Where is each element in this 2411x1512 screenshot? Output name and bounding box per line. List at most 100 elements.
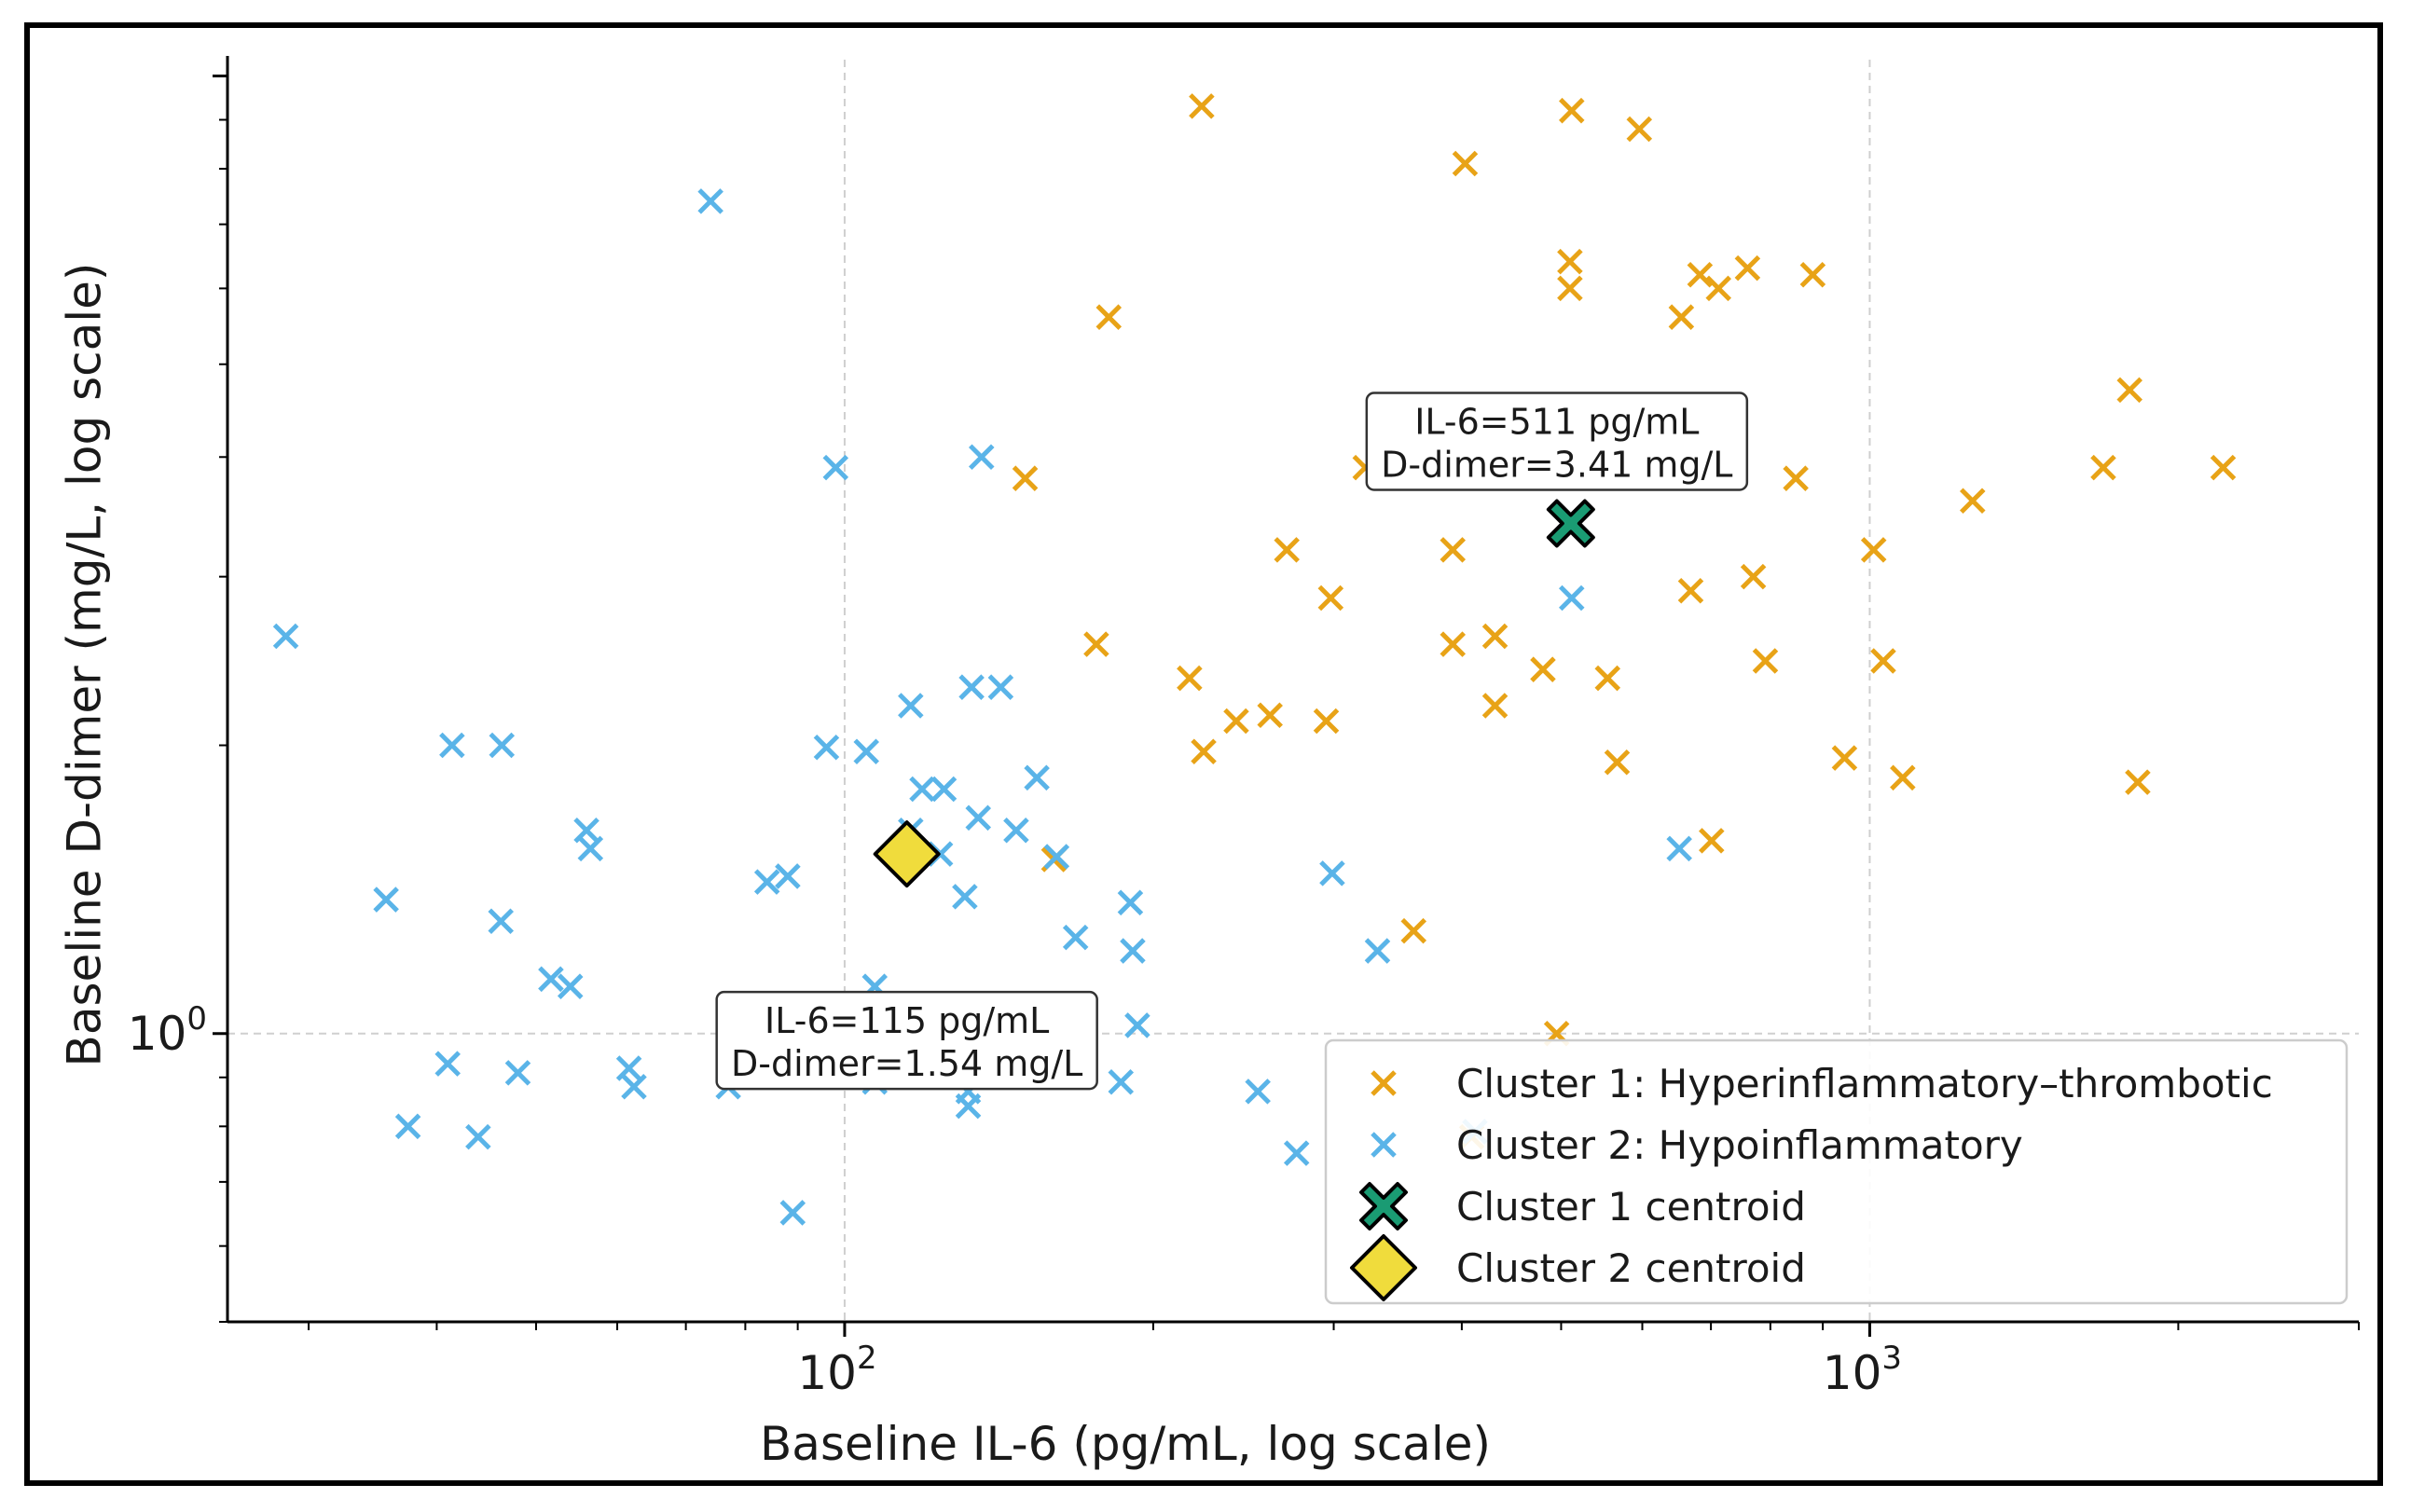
cluster-1-point: [1317, 584, 1344, 612]
cluster-1-point: [1313, 708, 1340, 735]
cluster-1-point: [1481, 623, 1509, 650]
legend-entry: Cluster 1: Hyperinflammatory–thrombotic: [1371, 1061, 2273, 1107]
grid-lines: [227, 60, 2359, 1322]
cluster-2-point: [577, 835, 604, 862]
annotations: IL-6=511 pg/mLD-dimer=3.41 mg/L IL-6=115 …: [715, 392, 1749, 1091]
cluster-2-point: [987, 674, 1014, 700]
cluster-2-point: [898, 693, 924, 719]
cluster-1-point: [1440, 537, 1467, 563]
cluster-2-point: [1283, 1140, 1310, 1166]
cluster-1-point: [1594, 665, 1621, 692]
cluster-1-point: [1083, 631, 1109, 657]
axes: 102 103 100: [128, 56, 2360, 1400]
legend-entry: Cluster 1 centroid: [1359, 1182, 1806, 1230]
cluster-2-point: [434, 1051, 461, 1077]
cluster-2-point: [1024, 764, 1050, 791]
cluster-1-point: [1452, 150, 1479, 177]
cluster-2-point: [373, 887, 399, 913]
legend-entry: Cluster 2 centroid: [1350, 1234, 1806, 1301]
cluster-1-point: [1400, 917, 1427, 944]
cluster-2-point: [615, 1055, 642, 1081]
legend-x-marker: [1371, 1132, 1397, 1158]
legend-label: Cluster 1: Hyperinflammatory–thrombotic: [1456, 1061, 2273, 1107]
cluster-2-point: [1117, 889, 1144, 916]
cluster-1-point: [1831, 745, 1858, 771]
cluster-2-point: [958, 674, 985, 700]
cluster-1-point: [1095, 304, 1123, 330]
cluster-2-point: [1108, 1068, 1135, 1095]
cluster-2-point: [272, 623, 299, 650]
cluster-2-point: [753, 869, 780, 895]
cluster-1-point: [1257, 702, 1283, 729]
annotation-line-2: D-dimer=3.41 mg/L: [1381, 444, 1732, 485]
legend: Cluster 1: Hyperinflammatory–thrombotic C…: [1324, 1038, 2349, 1305]
cluster-1-point: [1177, 665, 1203, 692]
legend-label: Cluster 2 centroid: [1456, 1245, 1806, 1291]
cluster-1-point: [1890, 764, 1916, 791]
cluster-2-point: [504, 1060, 531, 1086]
cluster-2-point: [952, 884, 978, 910]
cluster-2-point: [394, 1113, 421, 1140]
cluster-2-point: [557, 973, 584, 999]
cluster-1-centroid-marker: [1546, 499, 1595, 548]
cluster-2-point: [853, 738, 880, 765]
cluster-2-point: [1120, 938, 1146, 964]
cluster-1-point: [1559, 97, 1585, 124]
cluster-1-point: [1191, 738, 1217, 765]
cluster-1-point: [2116, 377, 2142, 404]
cluster-1-point: [1705, 275, 1731, 302]
cluster-1-point: [2210, 454, 2237, 481]
cluster-1-point: [1223, 708, 1249, 735]
cluster-1-point: [1687, 261, 1714, 288]
cluster-1-point: [1668, 304, 1695, 330]
cluster-2-point: [697, 188, 723, 214]
cluster-1-point: [1481, 693, 1509, 719]
annotation-line-1: IL-6=511 pg/mL: [1414, 401, 1699, 442]
cluster-2-point: [1003, 818, 1029, 844]
cluster-2-point: [775, 863, 801, 889]
cluster-2-point: [909, 776, 935, 803]
annotation-line-2: D-dimer=1.54 mg/L: [731, 1043, 1082, 1084]
legend-diamond-marker: [1350, 1234, 1417, 1301]
cluster-1-point: [1699, 828, 1725, 854]
cluster-2-point: [1364, 938, 1391, 964]
cluster-1-point: [2090, 454, 2116, 481]
cluster-1-point: [1740, 563, 1767, 590]
x-axis-label: Baseline IL-6 (pg/mL, log scale): [760, 1417, 1491, 1471]
legend-x-marker: [1371, 1070, 1397, 1096]
x-tick-label: 102: [797, 1340, 876, 1400]
cluster-2-point: [1559, 584, 1585, 612]
cluster-1-point: [1189, 93, 1215, 119]
cluster-1-point: [1557, 248, 1583, 275]
x-tick-label: 103: [1823, 1340, 1902, 1400]
y-tick-label: 100: [128, 1000, 207, 1061]
cluster-2-point: [465, 1123, 491, 1150]
cluster-2-centroid-marker: [873, 820, 941, 888]
cluster-2-point: [489, 732, 516, 759]
cluster-1-point: [1960, 488, 1986, 515]
cluster-1-point: [1677, 577, 1704, 604]
cluster-2-point: [969, 444, 995, 471]
legend-entry: Cluster 2: Hypoinflammatory: [1371, 1122, 2023, 1168]
annotation-box: [715, 990, 1098, 1091]
cluster-1-point: [1870, 648, 1896, 674]
cluster-1-point: [1734, 254, 1761, 282]
cluster-2-point: [488, 908, 514, 935]
y-axis-label: Baseline D-dimer (mg/L, log scale): [58, 263, 112, 1067]
cluster-1-point: [2125, 769, 2151, 795]
cluster-2-point: [439, 732, 465, 759]
cluster-2-point: [1666, 835, 1692, 862]
cluster-1-point: [1783, 465, 1809, 491]
cluster-2-point: [965, 804, 992, 832]
cluster-1-point: [1752, 648, 1779, 674]
legend-label: Cluster 1 centroid: [1456, 1184, 1806, 1230]
series-cluster-2: [272, 188, 1692, 1226]
cluster-1-point: [1440, 631, 1467, 657]
cluster-1-centroid-annotation: IL-6=511 pg/mLD-dimer=3.41 mg/L: [1365, 392, 1749, 491]
cluster-1-point: [1274, 537, 1300, 563]
cluster-2-point: [955, 1093, 982, 1120]
annotation-line-1: IL-6=115 pg/mL: [765, 1000, 1049, 1041]
cluster-2-point: [1319, 860, 1345, 887]
cluster-1-point: [1799, 261, 1826, 288]
cluster-1-point: [1626, 116, 1653, 143]
